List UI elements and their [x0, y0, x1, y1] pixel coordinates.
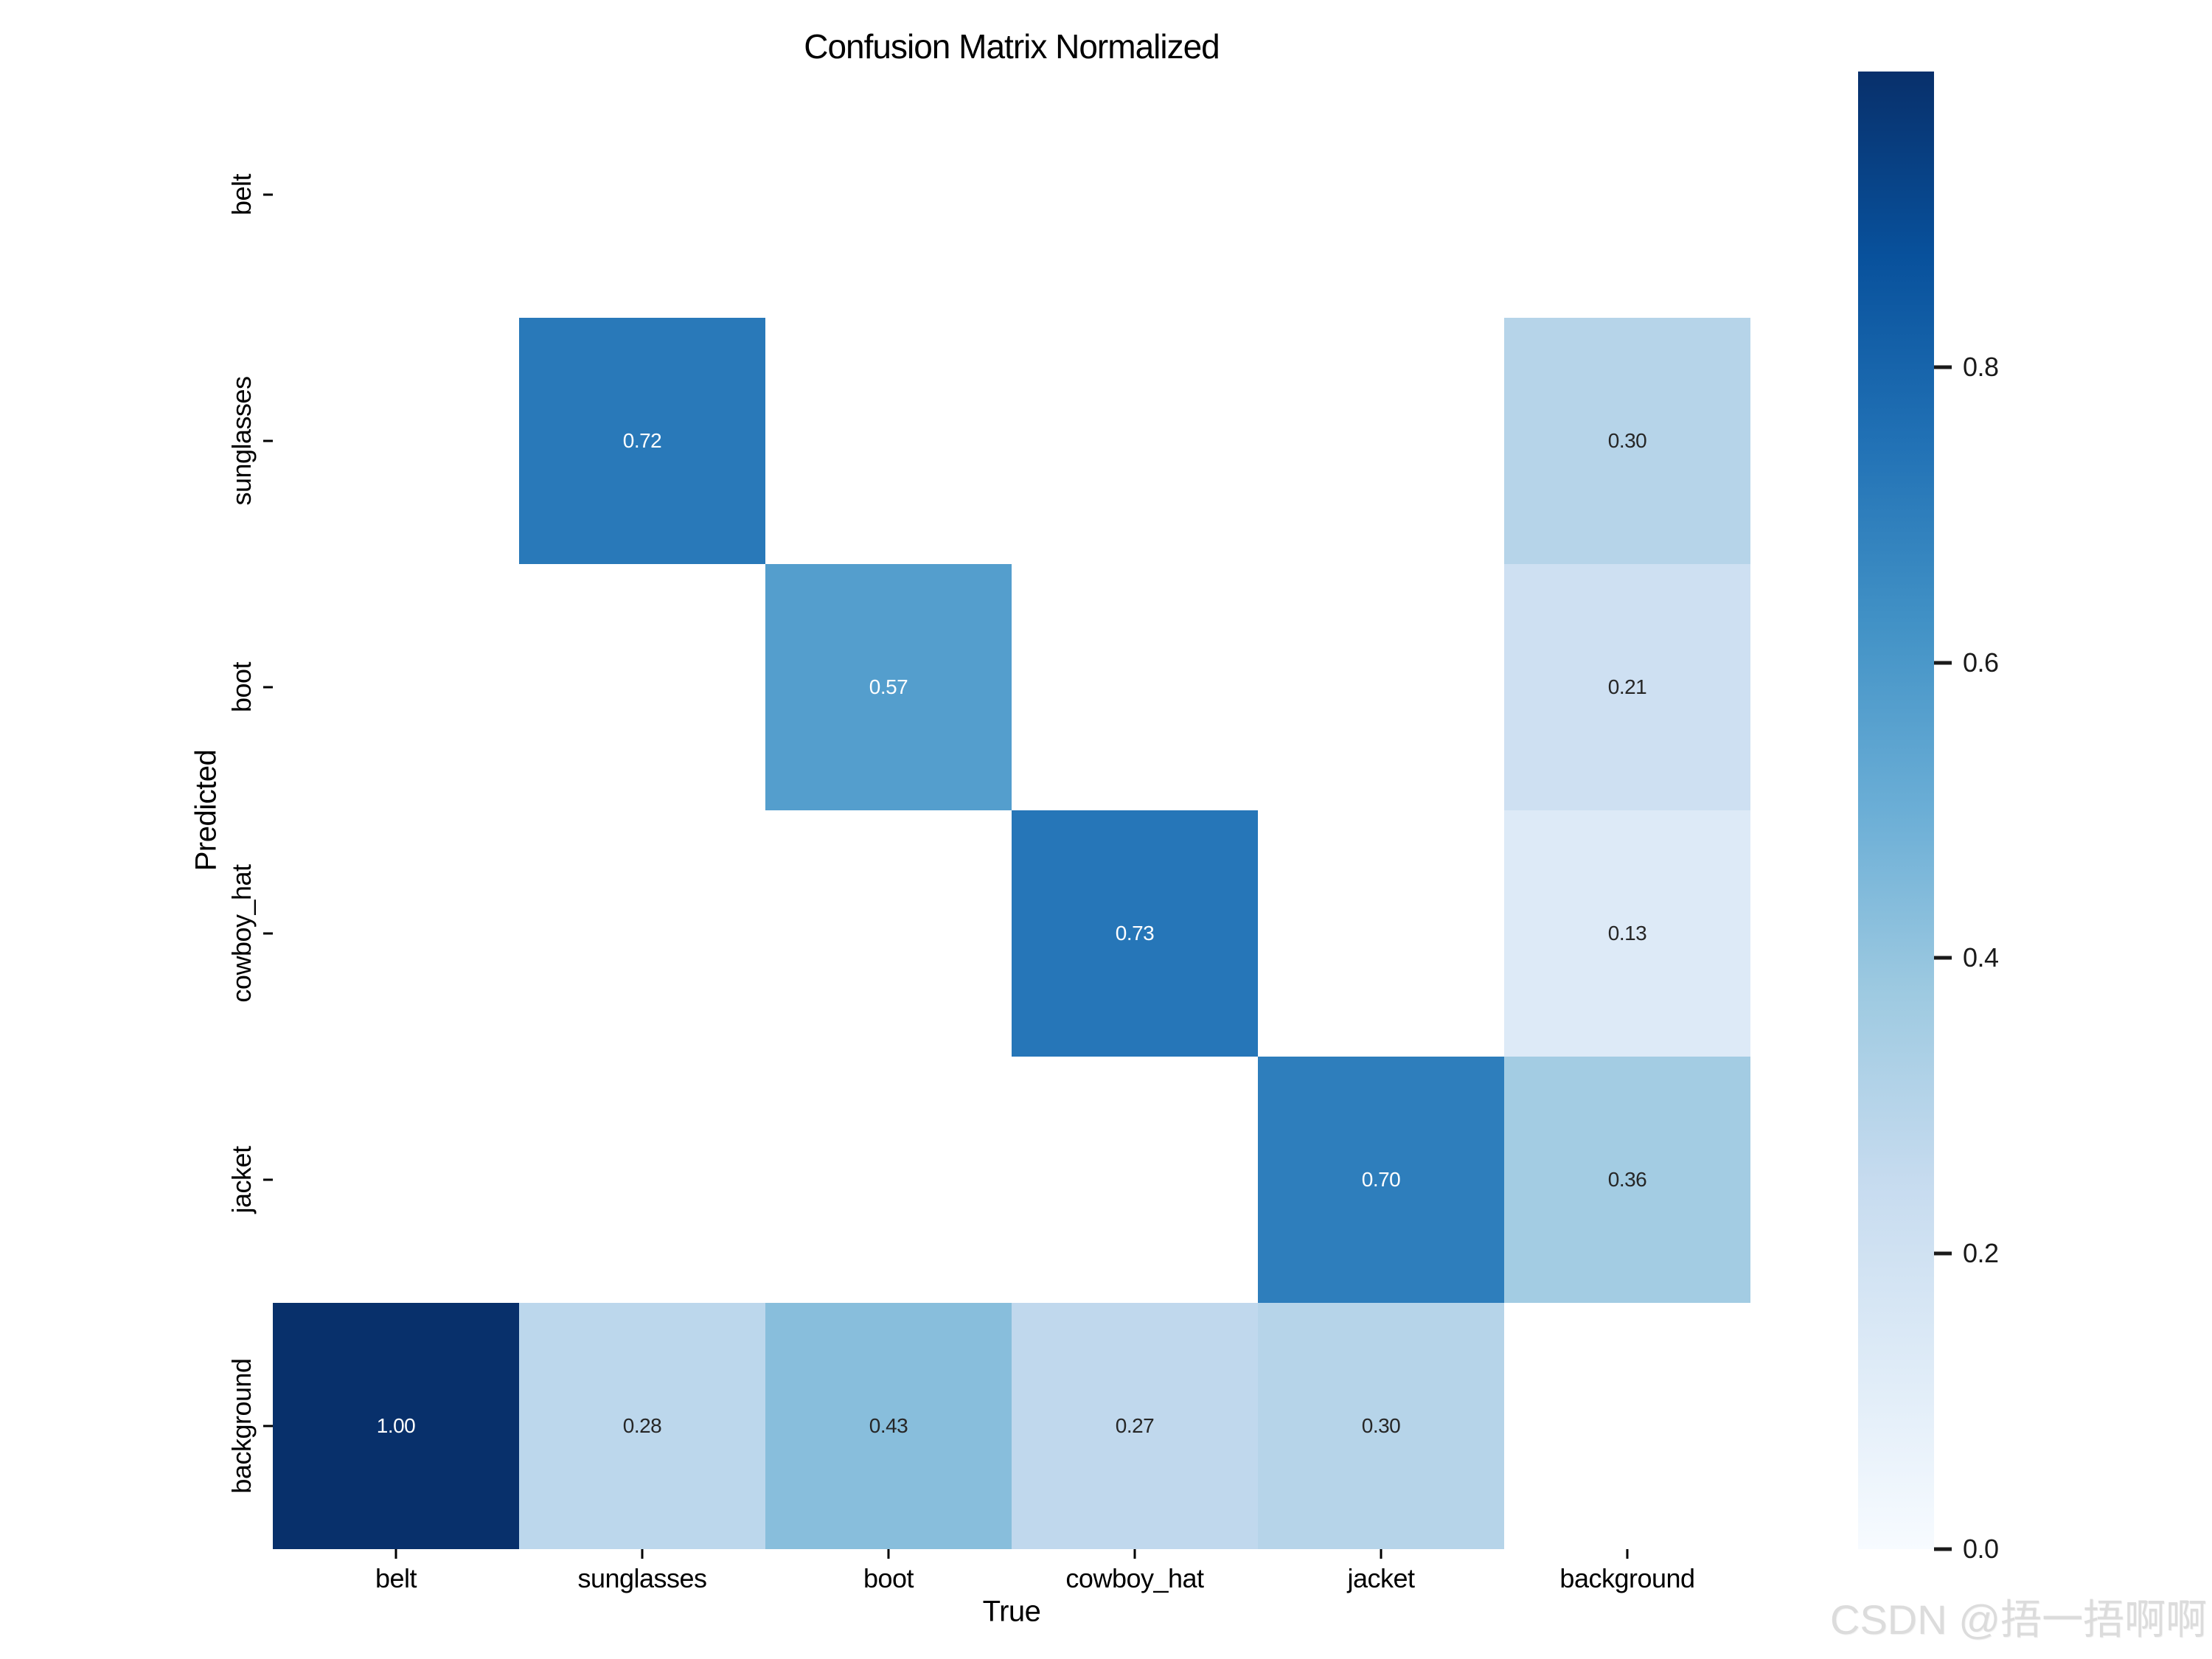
- heatmap-cell-cowboy_hat-sunglasses: [519, 810, 765, 1057]
- y-tick-label-belt: belt: [226, 173, 257, 216]
- y-tick-mark: [263, 1425, 273, 1427]
- heatmap-cell-belt-cowboy_hat: [1012, 72, 1258, 318]
- cell-value: 0.57: [869, 675, 908, 698]
- heatmap-cell-jacket-background: 0.36: [1504, 1057, 1750, 1303]
- heatmap-cell-cowboy_hat-cowboy_hat: 0.73: [1012, 810, 1258, 1057]
- colorbar: [1858, 72, 1934, 1549]
- x-tick-label-sunglasses: sunglasses: [577, 1563, 707, 1593]
- cell-value: 0.28: [622, 1414, 662, 1437]
- heatmap-cell-belt-jacket: [1258, 72, 1504, 318]
- cell-value: 0.70: [1361, 1168, 1401, 1191]
- x-tick-mark: [394, 1549, 397, 1559]
- heatmap-cell-cowboy_hat-boot: [765, 810, 1012, 1057]
- y-tick-mark: [263, 193, 273, 196]
- cell-value: 0.30: [1607, 429, 1647, 452]
- colorbar-tick-label-0.8: 0.8: [1963, 351, 1999, 382]
- cell-value: 0.30: [1361, 1414, 1401, 1437]
- heatmap-cell-sunglasses-jacket: [1258, 318, 1504, 564]
- heatmap-cell-cowboy_hat-background: 0.13: [1504, 810, 1750, 1057]
- colorbar-tick-mark: [1934, 956, 1952, 960]
- heatmap-cell-boot-belt: [273, 564, 519, 810]
- heatmap-cell-belt-background: [1504, 72, 1750, 318]
- y-tick-mark: [263, 686, 273, 689]
- heatmap-cell-background-belt: 1.00: [273, 1303, 519, 1549]
- heatmap-cell-background-background: [1504, 1303, 1750, 1549]
- x-tick-mark: [641, 1549, 644, 1559]
- colorbar-tick-label-0.2: 0.2: [1963, 1238, 1999, 1269]
- cell-value: 0.36: [1607, 1168, 1647, 1191]
- colorbar-tick-mark: [1934, 365, 1952, 369]
- heatmap-cell-cowboy_hat-jacket: [1258, 810, 1504, 1057]
- cell-value: 0.43: [869, 1414, 908, 1437]
- cell-value: 0.13: [1607, 922, 1647, 945]
- colorbar-tick-mark: [1934, 661, 1952, 665]
- y-tick-label-jacket: jacket: [226, 1146, 257, 1214]
- heatmap-cell-jacket-sunglasses: [519, 1057, 765, 1303]
- heatmap-cell-belt-belt: [273, 72, 519, 318]
- heatmap-cell-belt-sunglasses: [519, 72, 765, 318]
- heatmap-cell-sunglasses-belt: [273, 318, 519, 564]
- x-tick-mark: [887, 1549, 890, 1559]
- x-tick-mark: [1626, 1549, 1629, 1559]
- y-tick-mark: [263, 1178, 273, 1181]
- heatmap-cell-belt-boot: [765, 72, 1012, 318]
- heatmap-cell-jacket-belt: [273, 1057, 519, 1303]
- heatmap-cell-jacket-boot: [765, 1057, 1012, 1303]
- chart-title: Confusion Matrix Normalized: [804, 27, 1220, 66]
- colorbar-tick-mark: [1934, 1251, 1952, 1256]
- colorbar-tick-label-0.0: 0.0: [1963, 1534, 1999, 1564]
- heatmap-cell-boot-background: 0.21: [1504, 564, 1750, 810]
- x-tick-label-cowboy_hat: cowboy_hat: [1065, 1563, 1204, 1593]
- heatmap-cell-background-boot: 0.43: [765, 1303, 1012, 1549]
- x-tick-mark: [1133, 1549, 1136, 1559]
- heatmap-cell-boot-sunglasses: [519, 564, 765, 810]
- colorbar-tick-label-0.4: 0.4: [1963, 942, 1999, 973]
- colorbar-tick-mark: [1934, 1547, 1952, 1551]
- x-axis-label: True: [982, 1595, 1041, 1628]
- heatmap-cell-sunglasses-sunglasses: 0.72: [519, 318, 765, 564]
- y-tick-label-background: background: [226, 1358, 257, 1494]
- cell-value: 0.72: [622, 429, 662, 452]
- heatmap-cell-sunglasses-cowboy_hat: [1012, 318, 1258, 564]
- cell-value: 0.21: [1607, 675, 1647, 698]
- heatmap-cell-jacket-cowboy_hat: [1012, 1057, 1258, 1303]
- x-tick-label-background: background: [1559, 1563, 1695, 1593]
- heatmap-cell-boot-jacket: [1258, 564, 1504, 810]
- heatmap-cell-background-jacket: 0.30: [1258, 1303, 1504, 1549]
- y-axis-label: Predicted: [189, 749, 223, 872]
- y-tick-mark: [263, 439, 273, 442]
- heatmap-cell-boot-cowboy_hat: [1012, 564, 1258, 810]
- watermark: CSDN @捂一捂啊啊: [1830, 1596, 2208, 1643]
- cell-value: 1.00: [376, 1414, 416, 1437]
- y-tick-label-sunglasses: sunglasses: [226, 376, 257, 506]
- heatmap-cell-background-sunglasses: 0.28: [519, 1303, 765, 1549]
- heatmap-cell-sunglasses-boot: [765, 318, 1012, 564]
- y-tick-mark: [263, 932, 273, 935]
- heatmap-cell-jacket-jacket: 0.70: [1258, 1057, 1504, 1303]
- x-tick-label-boot: boot: [863, 1563, 914, 1593]
- colorbar-tick-label-0.6: 0.6: [1963, 647, 1999, 678]
- heatmap-grid: 0.72 0.30 0.57 0.21 0.73 0.13 0.70 0.36 1.00 0.28…: [273, 72, 1750, 1549]
- y-tick-label-boot: boot: [226, 661, 257, 713]
- x-tick-mark: [1380, 1549, 1382, 1559]
- y-tick-label-cowboy_hat: cowboy_hat: [226, 864, 257, 1003]
- heatmap-cell-background-cowboy_hat: 0.27: [1012, 1303, 1258, 1549]
- heatmap-cell-boot-boot: 0.57: [765, 564, 1012, 810]
- x-tick-label-jacket: jacket: [1347, 1563, 1415, 1593]
- x-tick-label-belt: belt: [375, 1563, 417, 1593]
- cell-value: 0.73: [1115, 922, 1155, 945]
- heatmap-cell-sunglasses-background: 0.30: [1504, 318, 1750, 564]
- heatmap-cell-cowboy_hat-belt: [273, 810, 519, 1057]
- cell-value: 0.27: [1115, 1414, 1155, 1437]
